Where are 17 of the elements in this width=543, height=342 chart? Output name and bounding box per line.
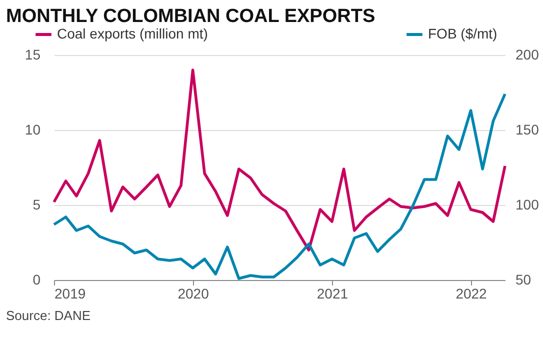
x-tick-label: 2022 xyxy=(456,286,488,302)
x-tick-label: 2019 xyxy=(54,286,86,302)
x-tick-label: 2020 xyxy=(178,286,210,302)
line-series xyxy=(52,68,506,252)
y2-tick-label: 50 xyxy=(516,272,532,288)
source-note: Source: DANE xyxy=(6,308,91,323)
y2-tick-label: 100 xyxy=(516,196,540,212)
y2-tick-label: 200 xyxy=(516,46,540,62)
x-tick-label: 2021 xyxy=(316,286,348,302)
y-tick-label: 0 xyxy=(32,272,41,288)
y2-tick-label: 150 xyxy=(516,122,540,138)
y-tick-label: 15 xyxy=(24,46,41,62)
legend-label: Coal exports (million mt) xyxy=(57,26,208,42)
legend-label: FOB ($/mt) xyxy=(428,26,498,42)
y-tick-label: 10 xyxy=(24,122,41,138)
y-tick-label: 5 xyxy=(32,196,41,212)
chart-title: MONTHLY COLOMBIAN COAL EXPORTS xyxy=(6,6,376,27)
